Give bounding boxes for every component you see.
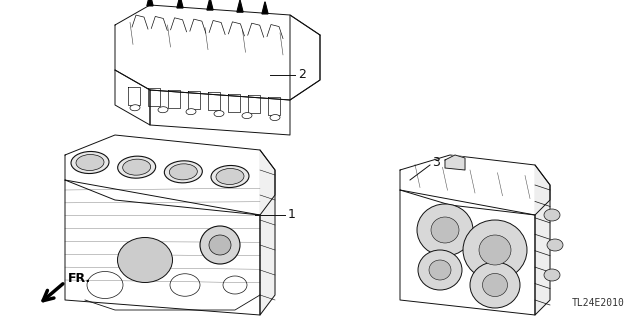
Text: 3: 3 xyxy=(432,157,440,169)
Polygon shape xyxy=(115,70,150,125)
Ellipse shape xyxy=(483,273,508,296)
Ellipse shape xyxy=(130,105,140,111)
Text: 2: 2 xyxy=(298,69,306,81)
Polygon shape xyxy=(65,180,260,315)
Ellipse shape xyxy=(200,226,240,264)
Ellipse shape xyxy=(544,269,560,281)
Ellipse shape xyxy=(186,109,196,115)
Ellipse shape xyxy=(418,250,462,290)
Text: TL24E2010: TL24E2010 xyxy=(572,298,625,308)
Polygon shape xyxy=(445,155,465,170)
Ellipse shape xyxy=(76,154,104,171)
Ellipse shape xyxy=(214,111,224,117)
Polygon shape xyxy=(207,0,213,10)
Ellipse shape xyxy=(479,235,511,265)
Ellipse shape xyxy=(431,217,459,243)
Polygon shape xyxy=(400,190,535,315)
Ellipse shape xyxy=(270,115,280,121)
Ellipse shape xyxy=(463,220,527,280)
Ellipse shape xyxy=(209,235,231,255)
Polygon shape xyxy=(115,5,320,100)
Ellipse shape xyxy=(544,209,560,221)
Ellipse shape xyxy=(547,239,563,251)
Polygon shape xyxy=(260,150,275,315)
Polygon shape xyxy=(400,155,550,215)
Ellipse shape xyxy=(164,161,202,183)
Polygon shape xyxy=(65,135,275,215)
Ellipse shape xyxy=(470,262,520,308)
Polygon shape xyxy=(262,2,268,14)
Ellipse shape xyxy=(170,164,197,180)
Text: FR.: FR. xyxy=(68,271,91,285)
Polygon shape xyxy=(150,90,290,135)
Ellipse shape xyxy=(71,152,109,174)
Ellipse shape xyxy=(429,260,451,280)
Polygon shape xyxy=(290,15,320,100)
Ellipse shape xyxy=(216,168,244,184)
Polygon shape xyxy=(147,0,153,6)
Ellipse shape xyxy=(118,156,156,178)
Ellipse shape xyxy=(158,107,168,113)
Ellipse shape xyxy=(417,204,473,256)
Polygon shape xyxy=(177,0,183,8)
Ellipse shape xyxy=(242,113,252,119)
Ellipse shape xyxy=(211,166,249,188)
Ellipse shape xyxy=(123,159,150,175)
Polygon shape xyxy=(237,0,243,12)
Polygon shape xyxy=(535,165,550,315)
Text: 1: 1 xyxy=(288,209,296,221)
Ellipse shape xyxy=(118,238,173,283)
